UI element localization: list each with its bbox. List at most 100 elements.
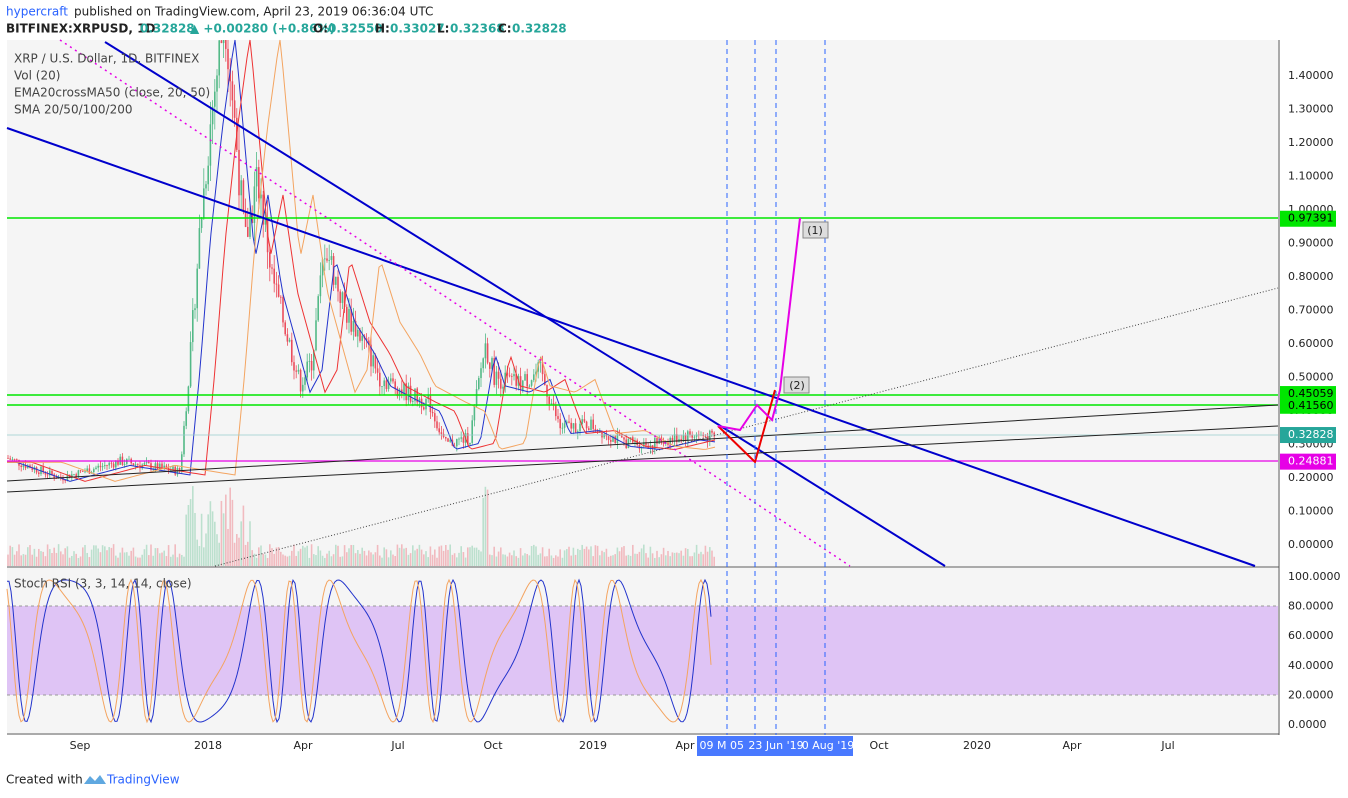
volume-bar	[669, 556, 671, 566]
volume-bar	[649, 546, 652, 566]
volume-bar	[33, 548, 36, 566]
candle-body	[354, 320, 357, 337]
volume-bar	[506, 556, 509, 566]
price-tick-label: 0.20000	[1288, 471, 1334, 484]
volume-bar	[423, 554, 425, 566]
volume-bar	[610, 555, 612, 566]
candle-body	[64, 480, 66, 482]
volume-bar	[264, 554, 267, 566]
volume-bar	[297, 551, 300, 566]
volume-bar	[255, 557, 258, 566]
time-marker-label: 05	[730, 739, 744, 752]
rsi-tick-label: 100.0000	[1288, 570, 1341, 583]
volume-bar	[363, 550, 366, 566]
volume-bar	[310, 544, 313, 566]
volume-bar	[214, 521, 216, 566]
candle-body	[502, 386, 504, 389]
candle-body	[405, 383, 407, 401]
annotation-box	[783, 376, 810, 394]
volume-bar	[101, 545, 104, 566]
open-label: O:	[313, 22, 328, 36]
volume-bar	[302, 545, 304, 566]
volume-bar	[656, 550, 658, 566]
footer-text: Created with	[6, 773, 83, 787]
volume-bar	[638, 551, 641, 566]
candle-body	[284, 322, 286, 335]
legend-entry: XRP / U.S. Dollar, 1D, BITFINEX	[14, 52, 199, 66]
volume-bar	[623, 546, 625, 566]
volume-bar	[572, 547, 575, 566]
candle-body	[328, 259, 330, 261]
volume-bar	[407, 554, 410, 566]
candle-body	[115, 460, 117, 468]
volume-bar	[328, 550, 330, 566]
volume-bar	[156, 548, 159, 566]
candle-body	[68, 474, 71, 479]
candle-body	[275, 283, 278, 285]
candle-body	[165, 465, 168, 469]
volume-bar	[471, 545, 473, 566]
volume-bar	[29, 545, 31, 566]
volume-bar	[445, 545, 447, 566]
candle-body	[260, 194, 262, 199]
volume-bar	[38, 548, 40, 566]
volume-bar	[541, 547, 544, 566]
candle-body	[407, 385, 410, 401]
candle-body	[601, 430, 603, 438]
candle-body	[482, 358, 484, 369]
volume-bar	[495, 556, 498, 566]
time-tick-label: Jul	[390, 739, 404, 752]
candle-body	[682, 435, 685, 442]
rsi-tick-label: 80.0000	[1288, 600, 1334, 613]
candle-body	[396, 388, 399, 397]
volume-bar	[460, 546, 462, 566]
volume-bar	[95, 545, 97, 566]
volume-bar	[11, 547, 14, 566]
candle-body	[654, 438, 656, 449]
volume-bar	[308, 557, 311, 566]
volume-bar	[440, 545, 443, 566]
footer-brand[interactable]: TradingView	[106, 773, 180, 787]
volume-bar	[475, 547, 478, 566]
candle-body	[134, 464, 137, 466]
candle-body	[178, 468, 181, 472]
volume-bar	[632, 544, 634, 566]
candle-body	[9, 458, 11, 460]
candle-body	[339, 291, 341, 303]
volume-bar	[605, 548, 608, 566]
candle-body	[137, 464, 139, 466]
volume-bar	[416, 548, 418, 566]
candle-body	[251, 215, 253, 223]
rsi-tick-label: 20.0000	[1288, 688, 1334, 701]
rsi-tick-label: 0.0000	[1288, 718, 1327, 731]
candle-body	[264, 218, 267, 225]
volume-bar	[425, 551, 427, 566]
volume-bar	[678, 553, 680, 566]
volume-bar	[152, 555, 154, 566]
volume-bar	[75, 553, 77, 566]
candle-body	[258, 167, 260, 199]
logo	[84, 775, 106, 784]
candle-body	[508, 375, 511, 377]
volume-bar	[665, 555, 667, 566]
candle-body	[409, 385, 412, 402]
volume-bar	[379, 555, 381, 566]
candle-body	[13, 459, 16, 460]
trend-line	[6, 127, 1256, 567]
open: 0.32550	[328, 22, 383, 36]
candle-body	[231, 81, 234, 101]
candle-body	[337, 276, 339, 292]
candle-body	[460, 437, 462, 439]
candle-body	[218, 40, 220, 76]
annotation: (1)	[807, 224, 823, 237]
candle-body	[24, 464, 27, 469]
author[interactable]: hypercraft	[6, 5, 68, 19]
volume-bar	[548, 548, 550, 566]
candle-body	[456, 438, 458, 447]
volume-bar	[348, 548, 350, 566]
price-badge-label: 0.41560	[1288, 399, 1334, 412]
candle-body	[310, 360, 313, 371]
volume-bar	[427, 557, 429, 566]
candle-body	[357, 329, 359, 337]
